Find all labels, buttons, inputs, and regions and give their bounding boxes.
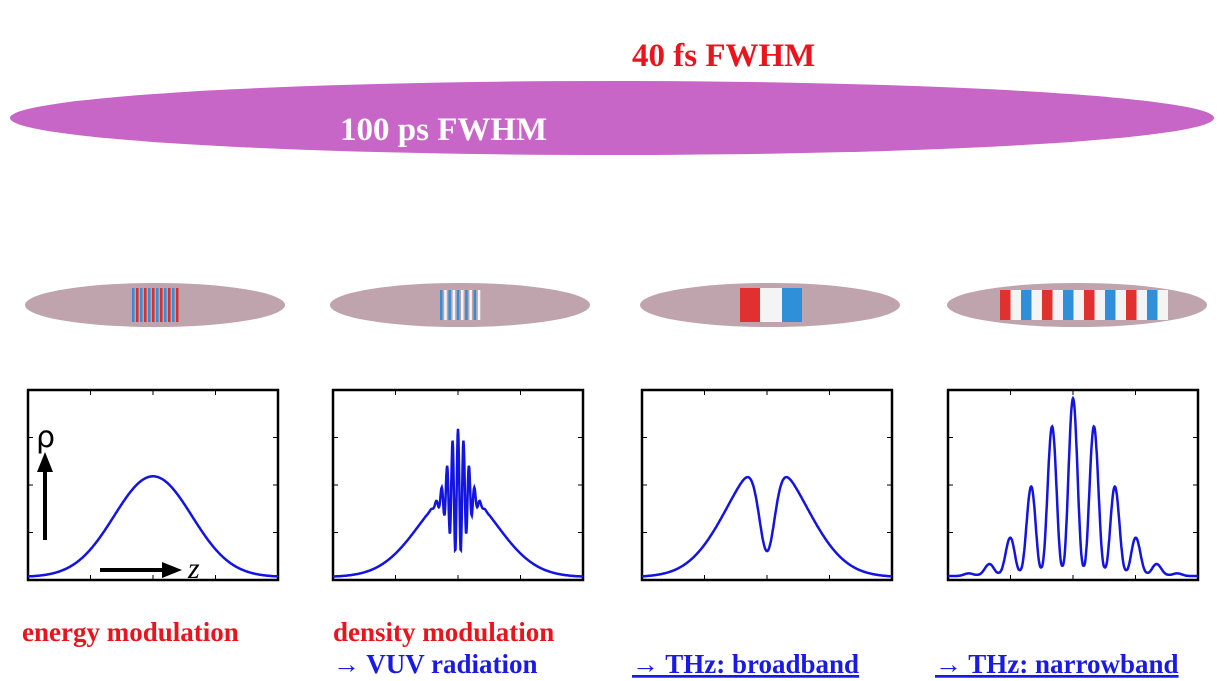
stripe: [760, 288, 782, 322]
caption: energy modulation: [22, 617, 239, 647]
stripe: [144, 288, 147, 322]
stripe: [160, 288, 163, 322]
stripe: [168, 288, 171, 322]
stripe: [140, 288, 143, 322]
caption: → VUV radiation: [333, 649, 538, 679]
stripe: [152, 288, 155, 322]
stripe: [1042, 290, 1053, 320]
stripe: [1116, 290, 1127, 320]
stripe: [469, 290, 472, 320]
stripe: [136, 288, 139, 322]
stripe: [465, 290, 468, 320]
caption: → THz: broadband: [632, 649, 859, 679]
stripe: [457, 290, 460, 320]
bunch: [330, 283, 590, 327]
stripe: [1032, 290, 1043, 320]
stripe: [1011, 290, 1022, 320]
stripe: [740, 288, 760, 322]
profile-curve: [642, 477, 892, 576]
stripe: [461, 290, 464, 320]
stripe: [478, 290, 481, 320]
profile-curve: [333, 429, 583, 577]
stripe: [1021, 290, 1032, 320]
axis-arrow-head: [37, 452, 53, 472]
x-axis-label: z: [187, 552, 200, 585]
stripe: [1000, 290, 1011, 320]
stripe: [172, 288, 175, 322]
stripe: [1126, 290, 1137, 320]
long-pulse-label: 100 ps FWHM: [340, 112, 547, 148]
stripe: [440, 290, 443, 320]
stripe: [444, 290, 447, 320]
stripe: [474, 290, 477, 320]
stripe: [782, 288, 802, 322]
caption: → THz: narrowband: [935, 649, 1179, 679]
bunch: [25, 283, 285, 327]
stripe: [1074, 290, 1085, 320]
stripe: [164, 288, 167, 322]
y-axis-label: ρ: [36, 420, 55, 455]
stripe: [453, 290, 456, 320]
stripe: [132, 288, 135, 322]
stripe: [1095, 290, 1106, 320]
stripe: [176, 288, 179, 322]
stripe: [148, 288, 151, 322]
stripe: [1063, 290, 1074, 320]
stripe: [1105, 290, 1116, 320]
stripe: [1147, 290, 1158, 320]
stripe: [1053, 290, 1064, 320]
axis-arrow-head: [162, 562, 182, 578]
short-pulse-label: 40 fs FWHM: [632, 38, 815, 74]
stripe: [1084, 290, 1095, 320]
plot-frame: [28, 390, 278, 580]
profile-curve: [948, 398, 1198, 576]
stripe: [448, 290, 451, 320]
diagram: 40 fs FWHM 100 ps FWHM ρ z energy modula…: [0, 0, 1224, 681]
caption: density modulation: [333, 617, 554, 647]
stripe: [156, 288, 159, 322]
stripe: [1158, 290, 1169, 320]
profile-curve: [28, 476, 278, 576]
stripe: [1137, 290, 1148, 320]
plot-frame: [948, 390, 1198, 580]
